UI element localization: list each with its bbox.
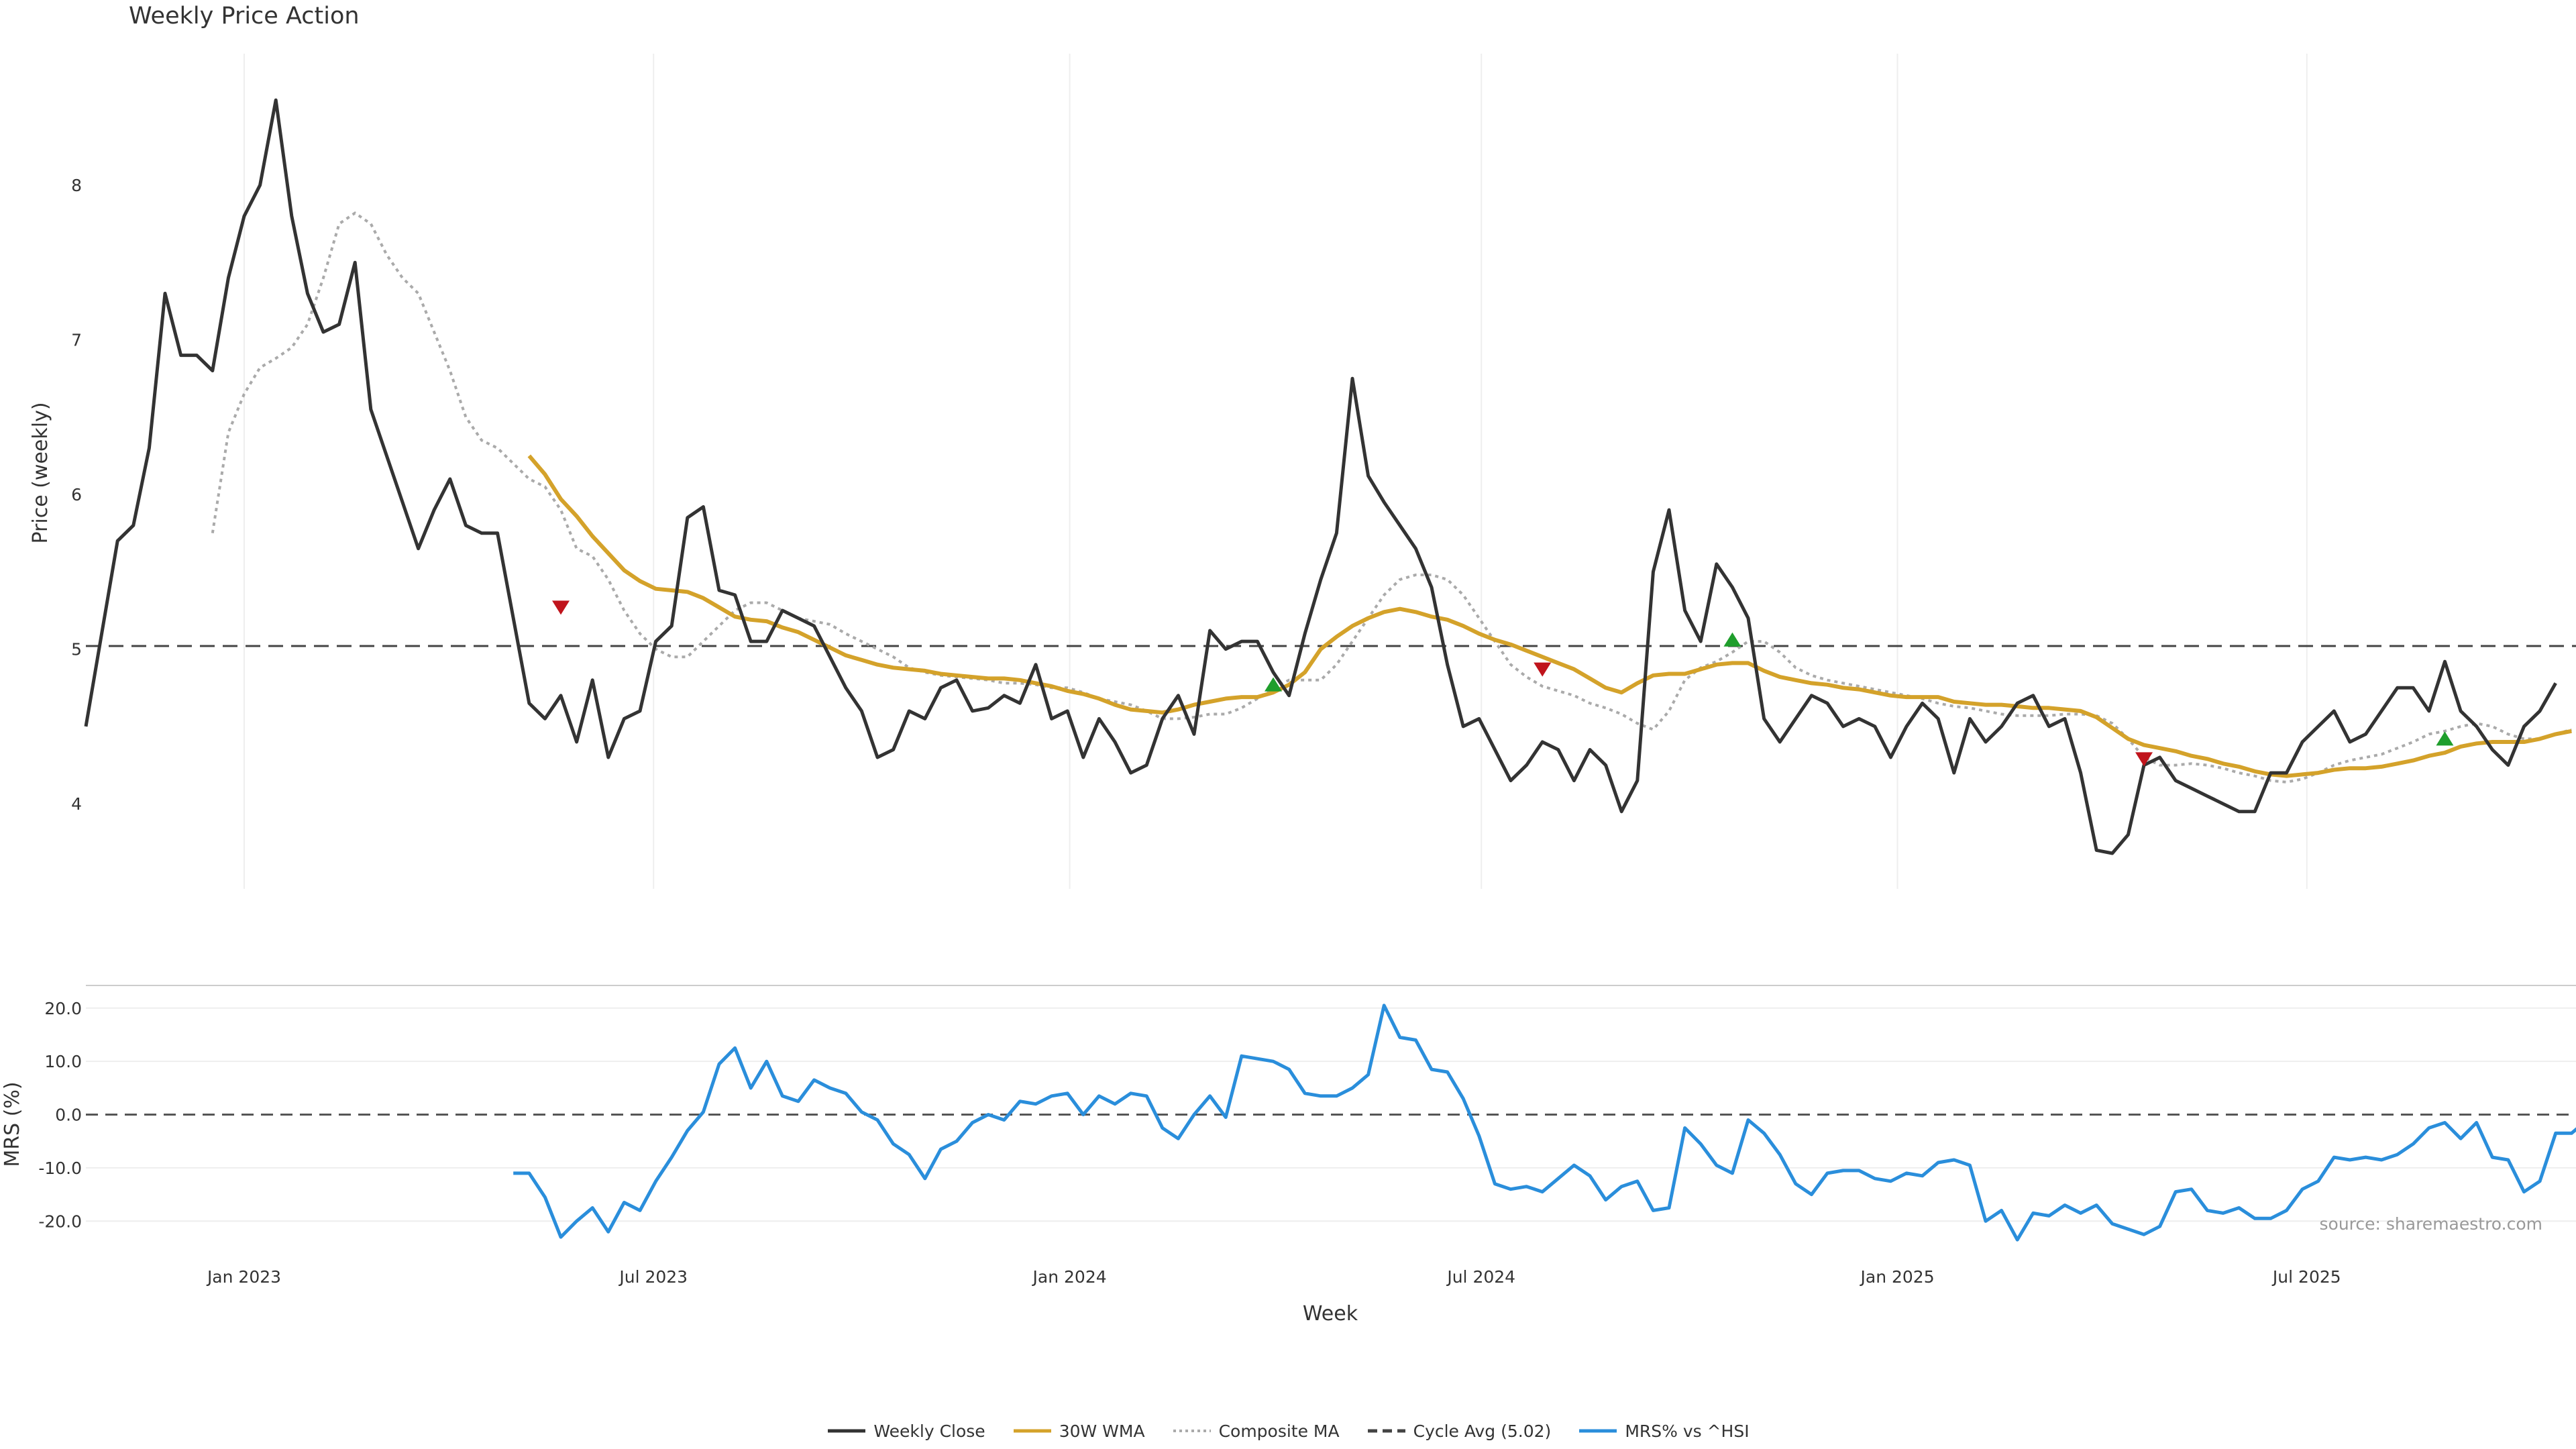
legend-swatch xyxy=(1579,1429,1617,1433)
price-y-tick-label: 8 xyxy=(71,176,82,195)
legend-label: Composite MA xyxy=(1218,1421,1340,1441)
legend: Weekly Close 30W WMA Composite MA Cycle Avg… xyxy=(0,1417,2576,1444)
price-y-axis-label: Price (weekly) xyxy=(29,402,52,543)
wma-line xyxy=(527,454,2572,778)
buy-signal-marker xyxy=(1265,677,1283,692)
price-panel: 4 5 6 7 8 Price (weekly) xyxy=(29,54,2576,889)
legend-item: Cycle Avg (5.02) xyxy=(1366,1421,1552,1441)
price-y-tick-label: 5 xyxy=(71,640,82,659)
sell-signal-marker xyxy=(2135,752,2153,767)
mrs-y-tick-label: 10.0 xyxy=(44,1052,82,1071)
price-y-tick-label: 4 xyxy=(71,794,82,814)
mrs-line xyxy=(513,1004,2576,1242)
mrs-y-tick-label: -10.0 xyxy=(38,1159,82,1178)
sell-signal-marker xyxy=(552,600,570,615)
price-y-tick-label: 7 xyxy=(71,331,82,350)
x-tick-label: Jan 2023 xyxy=(206,1267,281,1287)
legend-label: Cycle Avg (5.02) xyxy=(1413,1421,1552,1441)
legend-item: Composite MA xyxy=(1172,1421,1340,1441)
legend-item: MRS% vs ^HSI xyxy=(1578,1421,1750,1441)
weekly-close-line xyxy=(84,98,2557,855)
mrs-y-tick-label: 0.0 xyxy=(55,1106,82,1125)
x-tick-label: Jan 2025 xyxy=(1860,1267,1935,1287)
chart-title: Weekly Price Action xyxy=(129,3,360,30)
legend-item: Weekly Close xyxy=(826,1421,985,1441)
legend-swatch xyxy=(1173,1430,1211,1432)
sell-signal-marker xyxy=(1534,662,1552,677)
buy-signal-marker xyxy=(1723,632,1741,647)
legend-item: 30W WMA xyxy=(1012,1421,1145,1441)
legend-swatch xyxy=(1013,1429,1051,1433)
mrs-y-tick-label: 20.0 xyxy=(44,999,82,1018)
x-tick-label: Jul 2025 xyxy=(2271,1267,2341,1287)
legend-label: 30W WMA xyxy=(1059,1421,1145,1441)
mrs-y-tick-label: -20.0 xyxy=(38,1212,82,1231)
legend-label: Weekly Close xyxy=(873,1421,985,1441)
price-y-tick-label: 6 xyxy=(71,485,82,504)
legend-label: MRS% vs ^HSI xyxy=(1625,1421,1750,1441)
buy-signal-marker xyxy=(2436,731,2454,746)
mrs-panel: -20.0 -10.0 0.0 10.0 20.0 MRS (%) source: sh… xyxy=(1,985,2576,1242)
x-tick-label: Jul 2024 xyxy=(1446,1267,1515,1287)
x-axis-label: Week xyxy=(1303,1302,1358,1326)
legend-swatch xyxy=(828,1429,866,1433)
x-tick-label: Jul 2023 xyxy=(618,1267,688,1287)
source-text: source: sharemaestro.com xyxy=(2320,1214,2543,1234)
composite-ma-line xyxy=(211,211,2572,784)
legend-swatch xyxy=(1367,1429,1405,1433)
mrs-y-axis-label: MRS (%) xyxy=(1,1081,24,1167)
x-tick-label: Jan 2024 xyxy=(1032,1267,1107,1287)
